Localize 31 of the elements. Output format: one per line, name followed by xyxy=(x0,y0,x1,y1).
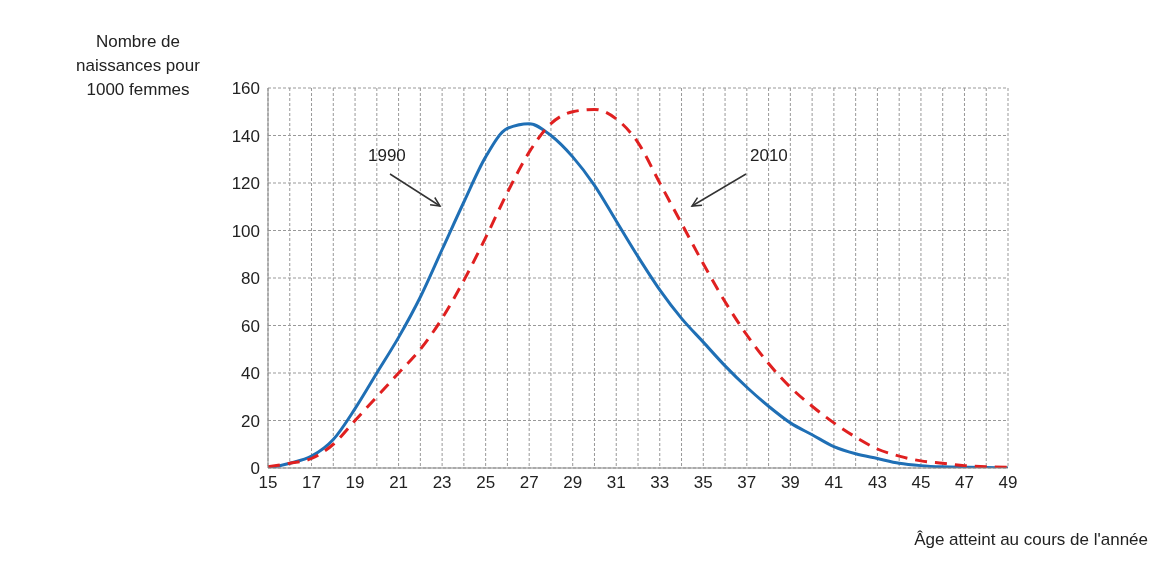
x-tick-label: 45 xyxy=(911,473,931,493)
x-tick-label: 41 xyxy=(824,473,844,493)
y-tick-label: 160 xyxy=(231,79,260,99)
y-tick-label: 60 xyxy=(241,316,260,336)
x-tick-label: 23 xyxy=(432,473,452,493)
y-axis-title: Nombre de naissances pour 1000 femmes xyxy=(75,31,201,101)
x-tick-label: 39 xyxy=(780,473,800,493)
x-tick-label: 21 xyxy=(389,473,409,493)
annotation: 1990 xyxy=(368,146,406,166)
x-tick-label: 43 xyxy=(867,473,887,493)
y-tick-label: 100 xyxy=(231,221,260,241)
x-tick-label: 47 xyxy=(955,473,974,493)
y-tick-label: 0 xyxy=(250,459,260,479)
y-tick-label: 20 xyxy=(241,411,260,431)
x-tick-label: 49 xyxy=(998,473,1018,493)
x-axis-title: Âge atteint au cours de l'année xyxy=(914,530,1148,550)
x-tick-label: 25 xyxy=(476,473,496,493)
x-tick-label: 19 xyxy=(345,473,365,493)
y-tick-label: 80 xyxy=(241,269,260,289)
x-tick-label: 15 xyxy=(258,473,278,493)
x-tick-label: 31 xyxy=(606,473,626,493)
y-tick-label: 120 xyxy=(231,174,260,194)
y-tick-label: 140 xyxy=(231,126,260,146)
x-tick-label: 37 xyxy=(737,473,757,493)
x-tick-label: 35 xyxy=(693,473,713,493)
x-tick-label: 33 xyxy=(650,473,670,493)
y-tick-label: 40 xyxy=(241,364,260,384)
x-tick-label: 17 xyxy=(302,473,321,493)
x-tick-label: 29 xyxy=(563,473,583,493)
annotation: 2010 xyxy=(750,146,788,166)
x-tick-label: 27 xyxy=(519,473,539,493)
